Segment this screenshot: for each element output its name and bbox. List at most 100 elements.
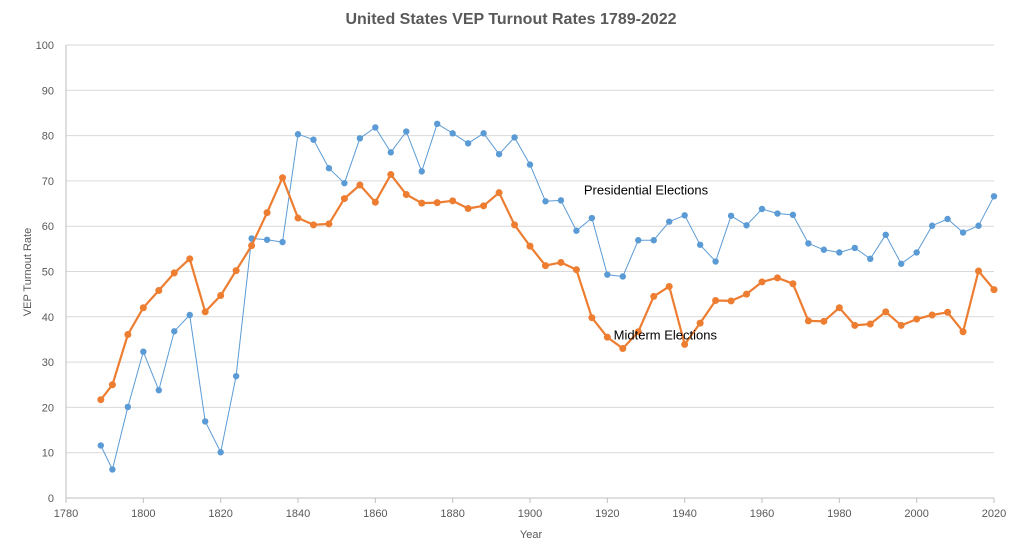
data-point <box>279 174 287 182</box>
data-point <box>248 242 256 250</box>
data-point <box>511 221 519 229</box>
data-point <box>418 199 426 207</box>
data-point <box>464 205 472 213</box>
data-point <box>866 320 874 328</box>
data-point <box>263 209 271 217</box>
x-axis-title: Year <box>520 529 543 541</box>
x-tick-label: 2020 <box>982 508 1006 520</box>
x-tick-label: 1880 <box>440 508 464 520</box>
x-tick-label: 1800 <box>131 508 155 520</box>
x-tick-labels: 1780 1800 1820 1840 1860 1880 1900 1920 1940 1960… <box>54 508 1006 520</box>
y-tick-label: 80 <box>42 131 54 143</box>
data-point <box>418 168 425 175</box>
data-point <box>573 227 580 234</box>
series-line <box>99 173 995 401</box>
data-point <box>372 124 379 131</box>
data-point <box>650 237 657 244</box>
data-point <box>309 221 317 229</box>
data-point <box>727 212 735 219</box>
data-point <box>433 199 441 207</box>
data-point <box>743 222 750 229</box>
data-point <box>124 403 132 411</box>
data-point <box>232 267 240 275</box>
data-point <box>202 418 209 425</box>
data-point <box>341 179 348 187</box>
data-point <box>387 149 394 156</box>
data-point <box>634 328 642 336</box>
data-point <box>665 282 673 290</box>
y-tick-label: 10 <box>42 448 54 460</box>
data-point <box>650 292 658 300</box>
data-point <box>836 249 843 256</box>
data-point <box>170 269 178 277</box>
data-point <box>913 249 920 256</box>
data-point <box>805 240 812 247</box>
data-point <box>975 222 982 229</box>
data-point <box>898 260 905 267</box>
data-point <box>155 386 162 394</box>
data-point <box>588 214 596 222</box>
data-point <box>186 255 194 263</box>
axes <box>65 45 995 503</box>
data-point <box>217 292 225 300</box>
y-tick-label: 20 <box>42 402 54 414</box>
data-point <box>449 197 457 205</box>
data-point <box>310 136 317 143</box>
y-tick-label: 0 <box>48 493 54 505</box>
y-tick-labels: 0 10 20 30 40 50 60 70 80 90 100 <box>36 40 54 505</box>
data-point <box>743 290 751 298</box>
data-point <box>294 131 302 138</box>
data-point <box>495 150 503 158</box>
data-point <box>402 190 410 198</box>
data-point <box>758 278 766 286</box>
data-point <box>186 311 193 319</box>
data-point <box>928 311 936 319</box>
data-point <box>604 271 611 278</box>
data-point <box>526 161 534 168</box>
data-point <box>681 340 689 348</box>
y-tick-label: 90 <box>42 85 54 97</box>
data-point <box>495 189 503 197</box>
chart-title: United States VEP Turnout Rates 1789-202… <box>345 11 676 28</box>
data-point <box>619 345 627 353</box>
data-point <box>851 321 859 329</box>
data-point <box>882 231 889 239</box>
data-point <box>449 130 456 137</box>
data-point <box>913 315 921 323</box>
data-point <box>882 308 890 316</box>
data-point <box>835 304 843 312</box>
data-point <box>696 241 704 248</box>
x-tick-label: 1820 <box>208 508 232 520</box>
x-tick-label: 1980 <box>827 508 851 520</box>
data-point <box>124 330 132 338</box>
x-tick-label: 1840 <box>286 508 310 520</box>
data-point <box>279 238 286 246</box>
data-point <box>619 273 626 280</box>
data-point <box>727 297 735 305</box>
data-point <box>108 381 116 389</box>
x-tick-label: 2000 <box>904 508 928 520</box>
annotation-label: Presidential Elections <box>584 182 709 197</box>
data-point <box>542 198 549 205</box>
data-point <box>139 304 147 312</box>
y-tick-label: 50 <box>42 267 54 279</box>
data-point <box>97 442 105 449</box>
data-point <box>696 319 704 327</box>
data-point <box>340 195 348 203</box>
data-point <box>140 348 147 355</box>
data-point <box>820 246 828 253</box>
data-point <box>97 396 105 404</box>
annotation-label: Midterm Elections <box>614 327 718 342</box>
data-point <box>789 211 797 219</box>
data-point <box>294 214 302 222</box>
y-axis-title: VEP Turnout Rate <box>22 228 34 316</box>
data-point <box>541 262 549 270</box>
data-point <box>588 314 596 322</box>
data-point <box>666 218 673 225</box>
data-point <box>867 255 874 263</box>
data-point <box>171 328 178 335</box>
data-point <box>758 205 766 213</box>
data-point <box>959 229 967 236</box>
